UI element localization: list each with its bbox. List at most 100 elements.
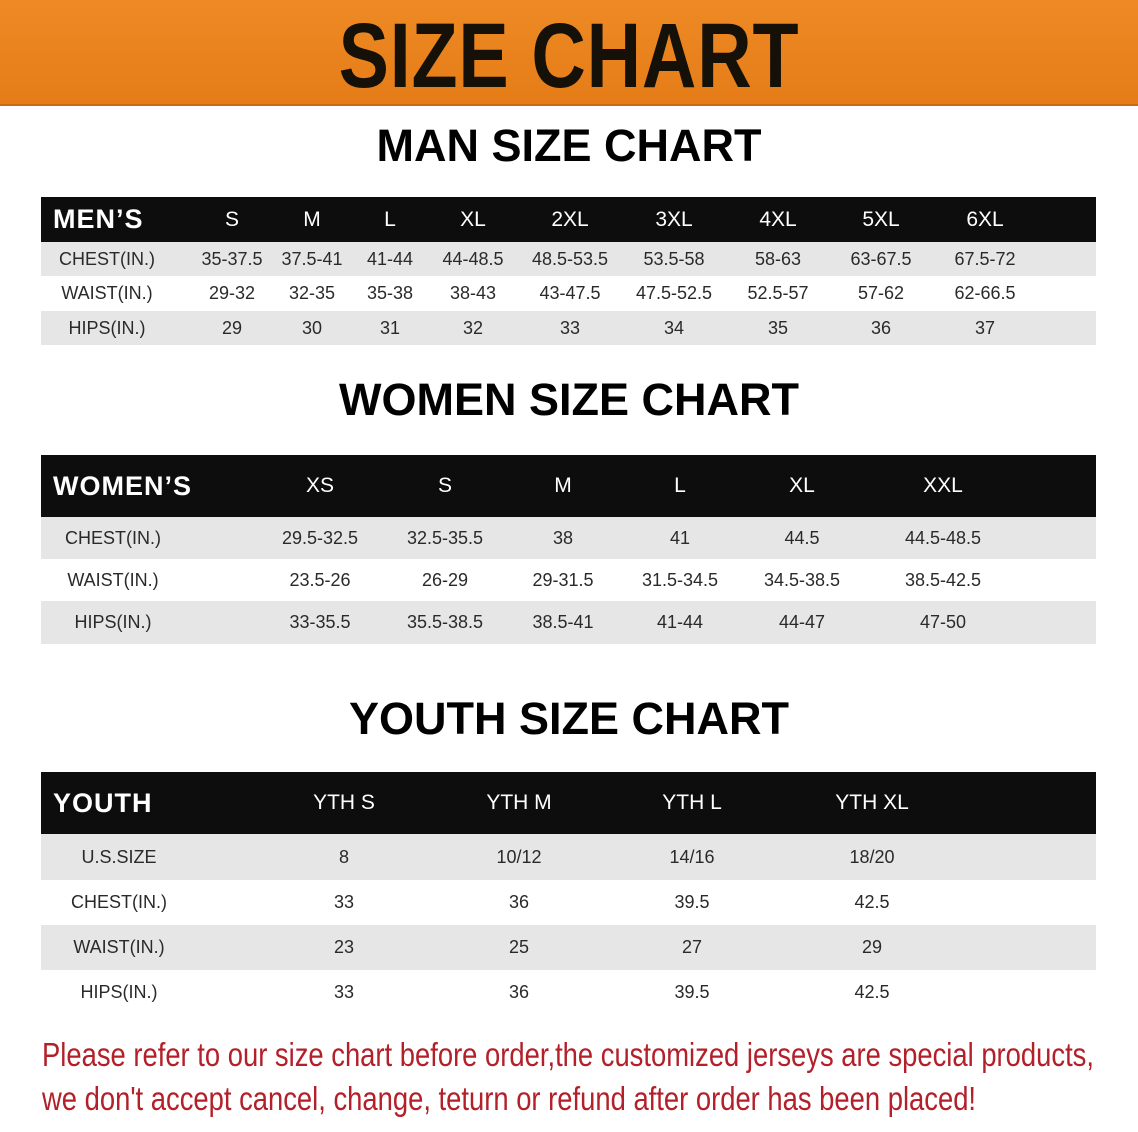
table-cell: 36: [870, 317, 892, 338]
size-header-cell: XXL: [923, 474, 963, 497]
size-header-cell: M: [303, 207, 321, 231]
row-label: HIPS(IN.): [74, 612, 152, 632]
table-cell: 32.5-35.5: [406, 527, 484, 548]
row-label: CHEST(IN.): [65, 527, 161, 548]
disclaimer-line-2: we don't accept cancel, change, teturn o…: [42, 1080, 977, 1117]
size-header-cell: L: [674, 474, 686, 497]
size-header-cell: 3XL: [655, 207, 693, 231]
table-cell: 43-47.5: [539, 283, 601, 303]
table-cell: 31.5-34.5: [641, 569, 719, 590]
size-header-cell: S: [437, 474, 453, 497]
table-header-row: YOUTH YTH S YTH M YTH L YTH XL: [41, 772, 1096, 834]
row-label: WAIST(IN.): [73, 937, 165, 957]
table-cell: 41: [669, 527, 691, 548]
table-cell: 38: [552, 527, 574, 548]
table-cell: 29.5-32.5: [281, 527, 359, 548]
table-cell: 53.5-58: [643, 248, 705, 269]
table-cell: 33-35.5: [289, 612, 351, 632]
table-cell: 10/12: [496, 846, 542, 867]
table-cell: 36: [508, 892, 530, 912]
men-section-title: MAN SIZE CHART: [376, 120, 762, 171]
women-size-table: WOMEN’S XS S M L XL XXL CHEST(IN.) 29.5-32.5 32.5…: [41, 455, 1096, 644]
row-label: HIPS(IN.): [80, 982, 158, 1002]
table-cell: 57-62: [857, 283, 905, 303]
table-cell: 32-35: [288, 283, 336, 303]
table-cell: 37.5-41: [281, 248, 343, 269]
table-cell: 32: [462, 317, 484, 338]
size-header-cell: YTH S: [313, 791, 375, 814]
table-row: WAIST(IN.) 23.5-26 26-29 29-31.5 31.5-34.5 34…: [41, 559, 1096, 601]
size-header-cell: XL: [789, 474, 815, 497]
size-header-cell: XS: [305, 474, 335, 497]
banner-title: SIZE CHART: [338, 5, 800, 107]
size-header-cell: 4XL: [759, 207, 797, 231]
men-size-table: MEN’S S M L XL 2XL 3XL 4XL 5XL 6XL CHEST(IN.) 35-37…: [41, 197, 1096, 345]
size-header-cell: 6XL: [966, 207, 1004, 231]
table-cell: 44-47: [778, 612, 826, 632]
row-label: HIPS(IN.): [68, 317, 146, 338]
size-header-cell: YTH M: [486, 791, 552, 814]
table-cell: 35-38: [366, 283, 414, 303]
table-cell: 37: [974, 317, 996, 338]
table-cell: 38.5-42.5: [904, 569, 982, 590]
size-header-cell: M: [554, 474, 572, 497]
table-row: U.S.SIZE 8 10/12 14/16 18/20: [41, 834, 1096, 880]
size-header-cell: XL: [460, 207, 486, 231]
table-cell: 34: [663, 317, 685, 338]
size-header-cell: L: [384, 207, 396, 231]
table-cell: 44.5-48.5: [904, 527, 982, 548]
table-cell: 58-63: [754, 248, 802, 269]
table-row: HIPS(IN.) 33 36 39.5 42.5: [41, 970, 1096, 1015]
table-cell: 33: [333, 982, 355, 1002]
table-cell: 41-44: [656, 612, 704, 632]
table-cell: 41-44: [366, 248, 414, 269]
banner: SIZE CHART: [0, 0, 1138, 107]
size-header-cell: S: [224, 207, 240, 231]
table-row: CHEST(IN.) 35-37.5 37.5-41 41-44 44-48.5 48.5…: [41, 242, 1096, 276]
table-cell: 14/16: [669, 846, 715, 867]
size-header-cell: YTH XL: [835, 791, 909, 814]
table-row: HIPS(IN.) 29 30 31 32 33 34 35 36 37: [41, 311, 1096, 345]
table-row: CHEST(IN.) 33 36 39.5 42.5: [41, 880, 1096, 925]
table-cell: 38.5-41: [532, 612, 594, 632]
table-title-cell: YOUTH: [53, 787, 153, 818]
table-cell: 48.5-53.5: [531, 248, 609, 269]
table-cell: 63-67.5: [850, 248, 912, 269]
table-title-cell: WOMEN’S: [53, 470, 192, 501]
table-cell: 18/20: [849, 846, 895, 867]
table-cell: 25: [508, 937, 530, 957]
table-cell: 35-37.5: [201, 248, 263, 269]
size-header-cell: 5XL: [862, 207, 900, 231]
table-cell: 47.5-52.5: [635, 283, 713, 303]
table-title-cell: MEN’S: [53, 204, 144, 234]
table-cell: 47-50: [919, 612, 967, 632]
table-cell: 27: [681, 937, 703, 957]
row-label: CHEST(IN.): [71, 892, 167, 912]
table-cell: 35: [767, 317, 789, 338]
table-cell: 44.5: [784, 527, 820, 548]
table-row: CHEST(IN.) 29.5-32.5 32.5-35.5 38 41 44.5 44.5…: [41, 517, 1096, 559]
table-cell: 39.5: [674, 892, 710, 912]
table-cell: 23: [333, 937, 355, 957]
table-cell: 39.5: [674, 982, 710, 1002]
table-cell: 62-66.5: [954, 283, 1016, 303]
table-cell: 29: [861, 937, 883, 957]
size-header-cell: YTH L: [662, 791, 722, 814]
row-label: CHEST(IN.): [59, 248, 155, 269]
table-cell: 31: [379, 317, 401, 338]
youth-section-title: YOUTH SIZE CHART: [348, 693, 789, 744]
table-cell: 33: [559, 317, 581, 338]
table-cell: 23.5-26: [289, 569, 351, 590]
table-cell: 52.5-57: [747, 283, 809, 303]
row-label: WAIST(IN.): [67, 569, 159, 590]
table-cell: 35.5-38.5: [406, 612, 484, 632]
table-cell: 8: [338, 846, 350, 867]
table-cell: 29-32: [208, 283, 256, 303]
table-cell: 26-29: [421, 569, 469, 590]
youth-size-table: YOUTH YTH S YTH M YTH L YTH XL U.S.SIZE 8 10/12…: [41, 772, 1096, 1015]
table-cell: 30: [301, 317, 323, 338]
row-label: WAIST(IN.): [61, 283, 153, 303]
table-cell: 38-43: [449, 283, 497, 303]
table-header-row: WOMEN’S XS S M L XL XXL: [41, 455, 1096, 517]
table-cell: 42.5: [854, 892, 890, 912]
